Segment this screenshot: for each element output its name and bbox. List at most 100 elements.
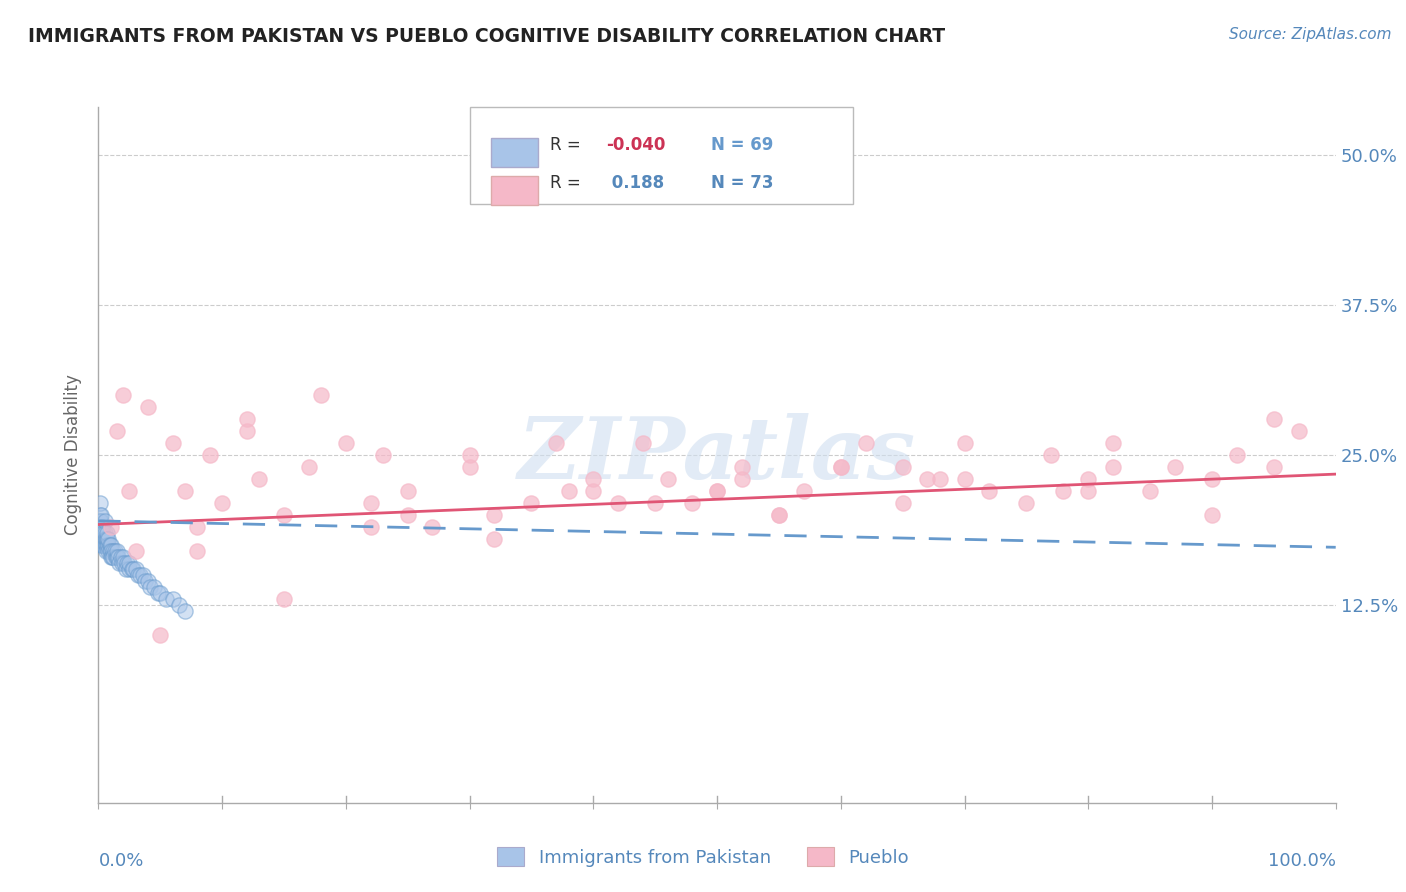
Point	[89, 514, 111, 528]
Point	[855, 436, 877, 450]
Point	[103, 544, 125, 558]
Point	[93, 538, 115, 552]
Point	[186, 544, 208, 558]
Point	[396, 483, 419, 498]
Point	[118, 556, 141, 570]
Point	[1164, 459, 1187, 474]
Point	[103, 549, 125, 564]
Point	[162, 591, 184, 606]
Point	[520, 496, 543, 510]
Point	[101, 549, 124, 564]
Point	[89, 525, 111, 540]
Point	[484, 532, 506, 546]
Point	[105, 424, 128, 438]
Point	[979, 483, 1001, 498]
Point	[124, 544, 146, 558]
Point	[91, 525, 114, 540]
Point	[94, 538, 117, 552]
Point	[731, 459, 754, 474]
Point	[103, 544, 125, 558]
Point	[136, 574, 159, 588]
Text: 0.188: 0.188	[606, 174, 664, 192]
Point	[124, 562, 146, 576]
Text: 0.0%: 0.0%	[98, 852, 143, 870]
Point	[1139, 483, 1161, 498]
Point	[953, 472, 976, 486]
Point	[396, 508, 419, 522]
Point	[114, 562, 136, 576]
Point	[97, 538, 120, 552]
Point	[100, 544, 122, 558]
Point	[768, 508, 790, 522]
Point	[273, 591, 295, 606]
Point	[186, 520, 208, 534]
Text: Source: ZipAtlas.com: Source: ZipAtlas.com	[1229, 27, 1392, 42]
Point	[557, 483, 579, 498]
Point	[122, 562, 145, 576]
Point	[96, 525, 118, 540]
Point	[1102, 436, 1125, 450]
Point	[98, 538, 121, 552]
Point	[105, 544, 128, 558]
Point	[1077, 483, 1099, 498]
Legend: Immigrants from Pakistan, Pueblo: Immigrants from Pakistan, Pueblo	[489, 840, 917, 874]
Point	[360, 496, 382, 510]
Point	[1052, 483, 1074, 498]
Point	[100, 520, 122, 534]
Point	[90, 520, 112, 534]
Point	[100, 549, 122, 564]
Point	[112, 388, 135, 402]
Point	[90, 508, 112, 522]
Point	[484, 508, 506, 522]
Point	[93, 514, 115, 528]
Point	[174, 483, 197, 498]
Text: ZIPatlas: ZIPatlas	[517, 413, 917, 497]
Point	[90, 525, 112, 540]
Point	[681, 496, 703, 510]
Point	[90, 514, 112, 528]
Point	[1226, 448, 1249, 462]
Point	[155, 591, 177, 606]
Point	[93, 532, 115, 546]
Point	[139, 580, 162, 594]
Point	[247, 472, 270, 486]
Point	[89, 496, 111, 510]
Point	[127, 567, 149, 582]
Text: R =: R =	[550, 174, 592, 192]
Point	[108, 556, 131, 570]
Point	[94, 532, 117, 546]
Point	[198, 448, 221, 462]
Point	[134, 574, 156, 588]
Point	[582, 472, 605, 486]
Point	[1040, 448, 1063, 462]
Point	[371, 448, 394, 462]
Point	[132, 567, 155, 582]
Point	[731, 472, 754, 486]
Point	[1288, 424, 1310, 438]
Point	[706, 483, 728, 498]
Point	[830, 459, 852, 474]
Point	[115, 556, 138, 570]
Point	[309, 388, 332, 402]
Point	[236, 412, 259, 426]
Point	[91, 520, 114, 534]
Point	[112, 556, 135, 570]
Point	[768, 508, 790, 522]
Point	[93, 525, 115, 540]
Point	[112, 549, 135, 564]
Point	[94, 544, 117, 558]
Point	[121, 562, 143, 576]
Point	[97, 532, 120, 546]
Point	[360, 520, 382, 534]
Y-axis label: Cognitive Disability: Cognitive Disability	[65, 375, 83, 535]
FancyBboxPatch shape	[491, 176, 537, 205]
Point	[1263, 459, 1285, 474]
Point	[793, 483, 815, 498]
Point	[174, 604, 197, 618]
Point	[162, 436, 184, 450]
Text: -0.040: -0.040	[606, 136, 665, 154]
Point	[89, 520, 111, 534]
Point	[273, 508, 295, 522]
Point	[129, 567, 152, 582]
Point	[657, 472, 679, 486]
